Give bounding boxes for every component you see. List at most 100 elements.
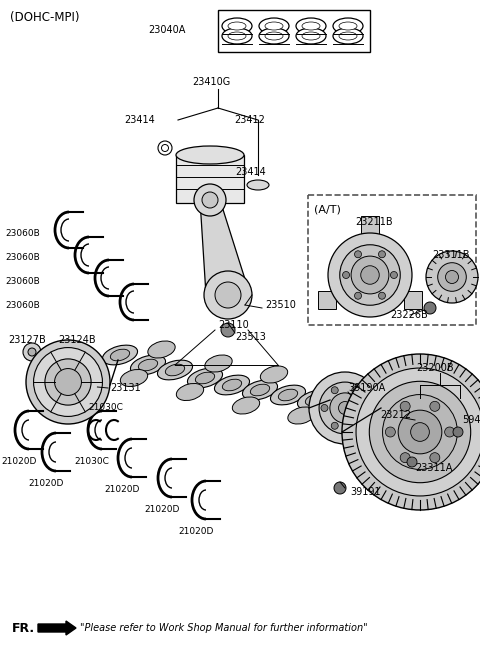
Text: 23060B: 23060B bbox=[5, 301, 40, 310]
Ellipse shape bbox=[339, 22, 357, 30]
Ellipse shape bbox=[148, 341, 175, 358]
Ellipse shape bbox=[259, 18, 289, 34]
Circle shape bbox=[378, 251, 385, 258]
Ellipse shape bbox=[228, 22, 246, 30]
Ellipse shape bbox=[251, 384, 270, 396]
Text: 23412: 23412 bbox=[234, 115, 265, 125]
Ellipse shape bbox=[228, 32, 246, 40]
Ellipse shape bbox=[288, 407, 315, 424]
Circle shape bbox=[378, 292, 385, 299]
Ellipse shape bbox=[201, 190, 219, 200]
Circle shape bbox=[361, 266, 379, 284]
Text: FR.: FR. bbox=[12, 622, 35, 635]
Text: 23212: 23212 bbox=[380, 410, 411, 420]
Ellipse shape bbox=[296, 18, 326, 34]
Ellipse shape bbox=[242, 380, 277, 400]
Circle shape bbox=[342, 354, 480, 510]
Text: 23311A: 23311A bbox=[415, 463, 452, 473]
Text: 21020D: 21020D bbox=[104, 485, 139, 495]
Text: (DOHC-MPI): (DOHC-MPI) bbox=[10, 12, 80, 24]
Circle shape bbox=[438, 263, 466, 291]
Circle shape bbox=[343, 272, 349, 278]
Text: (A/T): (A/T) bbox=[314, 204, 341, 214]
Text: 23226B: 23226B bbox=[390, 310, 428, 320]
Circle shape bbox=[430, 453, 440, 462]
Circle shape bbox=[356, 368, 480, 496]
Ellipse shape bbox=[176, 146, 244, 164]
Circle shape bbox=[55, 369, 82, 396]
Circle shape bbox=[351, 256, 389, 294]
Circle shape bbox=[23, 343, 41, 361]
Circle shape bbox=[352, 386, 359, 394]
Text: 23127B: 23127B bbox=[8, 335, 46, 345]
Text: 21020D: 21020D bbox=[1, 457, 36, 466]
Text: 21030C: 21030C bbox=[74, 457, 109, 466]
Text: 23131: 23131 bbox=[110, 383, 141, 393]
Circle shape bbox=[319, 382, 371, 434]
Ellipse shape bbox=[333, 28, 363, 44]
Circle shape bbox=[398, 410, 442, 454]
Circle shape bbox=[390, 272, 397, 278]
Ellipse shape bbox=[131, 355, 166, 375]
Ellipse shape bbox=[265, 22, 283, 30]
Circle shape bbox=[34, 348, 102, 417]
Ellipse shape bbox=[339, 32, 357, 40]
Circle shape bbox=[309, 372, 381, 444]
Ellipse shape bbox=[222, 379, 241, 391]
Bar bbox=[404, 291, 422, 309]
Text: 23040A: 23040A bbox=[149, 25, 186, 35]
Ellipse shape bbox=[188, 368, 223, 388]
Text: 39191: 39191 bbox=[350, 487, 381, 497]
Text: 21030C: 21030C bbox=[88, 403, 123, 413]
Ellipse shape bbox=[138, 359, 157, 371]
Text: 21020D: 21020D bbox=[178, 527, 214, 536]
Circle shape bbox=[355, 292, 361, 299]
Text: 23414: 23414 bbox=[235, 167, 266, 177]
Text: 21020D: 21020D bbox=[144, 506, 180, 514]
Text: 23124B: 23124B bbox=[58, 335, 96, 345]
Circle shape bbox=[407, 457, 417, 467]
Text: 59418: 59418 bbox=[462, 415, 480, 425]
Ellipse shape bbox=[296, 28, 326, 44]
Circle shape bbox=[328, 233, 412, 317]
Ellipse shape bbox=[215, 375, 250, 395]
Circle shape bbox=[369, 381, 471, 483]
Circle shape bbox=[426, 251, 478, 303]
Circle shape bbox=[28, 348, 36, 356]
Circle shape bbox=[202, 192, 218, 208]
Ellipse shape bbox=[205, 355, 232, 372]
Ellipse shape bbox=[222, 18, 252, 34]
Text: 39190A: 39190A bbox=[348, 383, 385, 393]
Text: 23200B: 23200B bbox=[416, 363, 454, 373]
Ellipse shape bbox=[176, 383, 204, 401]
Circle shape bbox=[445, 271, 458, 284]
Ellipse shape bbox=[265, 32, 283, 40]
Ellipse shape bbox=[232, 397, 260, 414]
Ellipse shape bbox=[270, 385, 306, 405]
Circle shape bbox=[330, 393, 360, 423]
Circle shape bbox=[215, 282, 241, 308]
Circle shape bbox=[383, 394, 457, 470]
Text: 23060B: 23060B bbox=[5, 229, 40, 238]
Ellipse shape bbox=[260, 366, 288, 383]
Circle shape bbox=[430, 402, 440, 411]
Ellipse shape bbox=[195, 372, 215, 384]
Ellipse shape bbox=[158, 141, 172, 155]
Ellipse shape bbox=[157, 360, 192, 380]
Text: 21020D: 21020D bbox=[28, 479, 63, 489]
Circle shape bbox=[45, 359, 91, 405]
Circle shape bbox=[331, 386, 338, 394]
Ellipse shape bbox=[333, 18, 363, 34]
Circle shape bbox=[334, 482, 346, 494]
Circle shape bbox=[340, 245, 400, 305]
Polygon shape bbox=[200, 200, 250, 295]
Bar bbox=[318, 291, 336, 309]
Ellipse shape bbox=[298, 390, 333, 410]
Text: 23311B: 23311B bbox=[432, 250, 469, 260]
Text: "Please refer to Work Shop Manual for further information": "Please refer to Work Shop Manual for fu… bbox=[80, 623, 368, 633]
Text: 23060B: 23060B bbox=[5, 276, 40, 286]
Circle shape bbox=[194, 184, 226, 216]
Circle shape bbox=[362, 405, 369, 411]
Ellipse shape bbox=[120, 369, 148, 386]
Circle shape bbox=[204, 271, 252, 319]
